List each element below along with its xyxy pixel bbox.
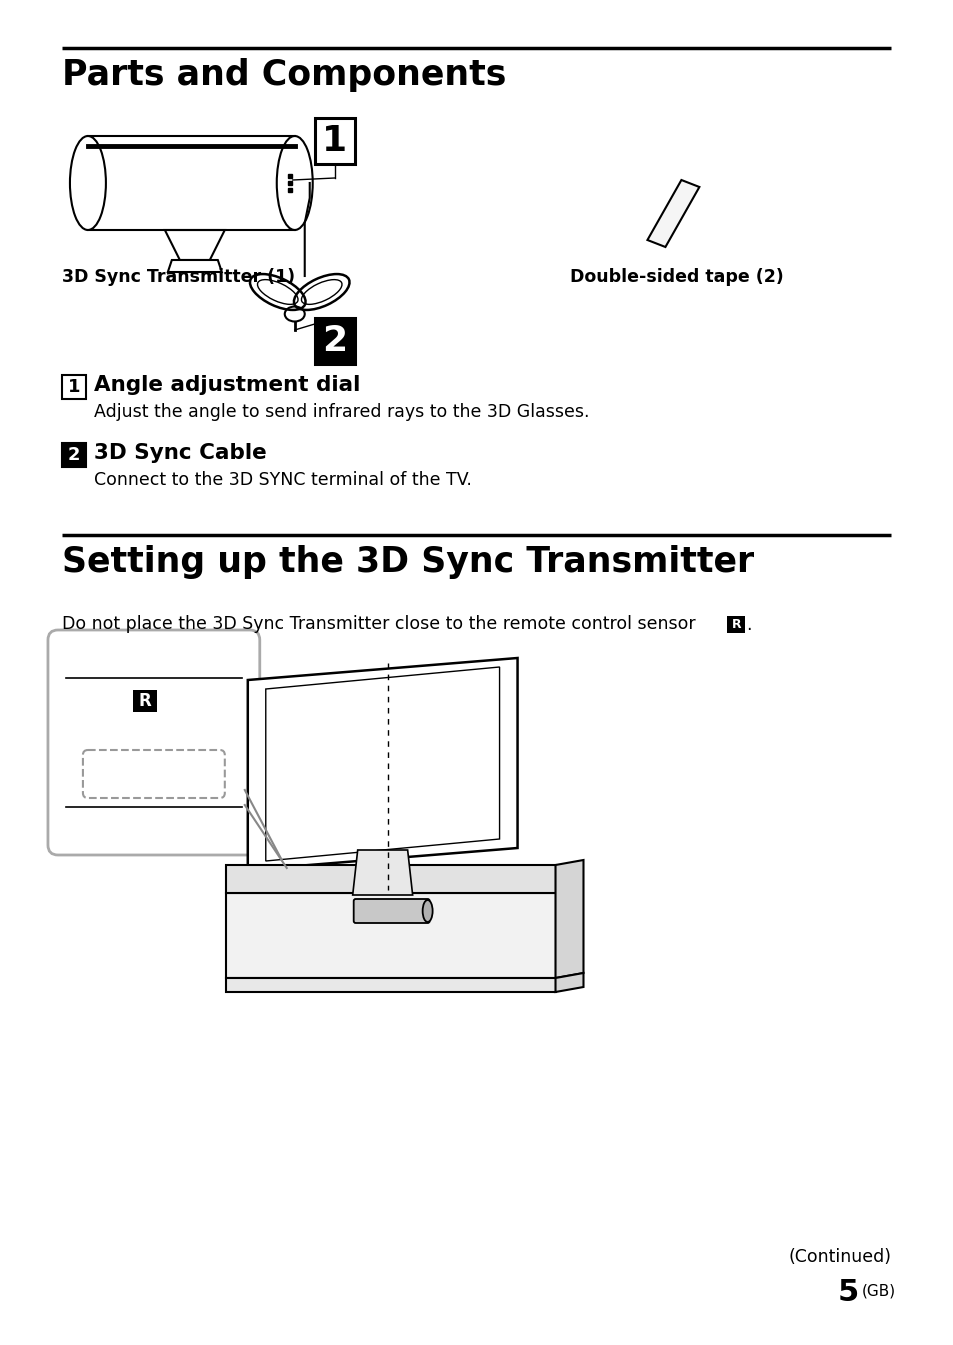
Polygon shape	[555, 972, 583, 993]
Text: Connect to the 3D SYNC terminal of the TV.: Connect to the 3D SYNC terminal of the T…	[93, 471, 472, 490]
Text: R: R	[731, 619, 740, 632]
FancyBboxPatch shape	[314, 317, 355, 364]
FancyBboxPatch shape	[354, 898, 429, 923]
Ellipse shape	[70, 136, 106, 230]
Text: (Continued): (Continued)	[787, 1248, 890, 1266]
Polygon shape	[266, 667, 499, 861]
Text: Double-sided tape (2): Double-sided tape (2)	[569, 268, 782, 286]
Polygon shape	[226, 893, 555, 978]
FancyBboxPatch shape	[48, 629, 259, 855]
Text: Do not place the 3D Sync Transmitter close to the remote control sensor: Do not place the 3D Sync Transmitter clo…	[62, 615, 695, 633]
Polygon shape	[248, 658, 517, 870]
Text: 5: 5	[837, 1278, 859, 1307]
Text: 3D Sync Cable: 3D Sync Cable	[93, 443, 267, 463]
FancyBboxPatch shape	[132, 690, 156, 712]
Text: (GB): (GB)	[861, 1283, 895, 1298]
FancyBboxPatch shape	[62, 375, 86, 399]
FancyBboxPatch shape	[83, 751, 225, 798]
Polygon shape	[226, 865, 555, 893]
FancyBboxPatch shape	[726, 616, 744, 633]
Text: 1: 1	[68, 378, 80, 395]
FancyBboxPatch shape	[62, 443, 86, 467]
Polygon shape	[647, 180, 699, 247]
Text: Parts and Components: Parts and Components	[62, 58, 506, 91]
Text: Adjust the angle to send infrared rays to the 3D Glasses.: Adjust the angle to send infrared rays t…	[93, 404, 589, 421]
Polygon shape	[165, 230, 225, 260]
Polygon shape	[353, 850, 413, 894]
Polygon shape	[226, 978, 555, 993]
Text: R: R	[138, 693, 152, 710]
Polygon shape	[555, 859, 583, 978]
Text: 1: 1	[322, 124, 347, 157]
Text: .: .	[745, 616, 751, 633]
Text: 2: 2	[322, 324, 347, 358]
Text: Setting up the 3D Sync Transmitter: Setting up the 3D Sync Transmitter	[62, 545, 753, 578]
Text: 3D Sync Transmitter (1): 3D Sync Transmitter (1)	[62, 268, 294, 286]
Text: Angle adjustment dial: Angle adjustment dial	[93, 375, 360, 395]
Polygon shape	[168, 260, 222, 272]
Ellipse shape	[276, 136, 313, 230]
Text: 2: 2	[68, 447, 80, 464]
Ellipse shape	[422, 900, 432, 923]
FancyBboxPatch shape	[314, 118, 355, 164]
